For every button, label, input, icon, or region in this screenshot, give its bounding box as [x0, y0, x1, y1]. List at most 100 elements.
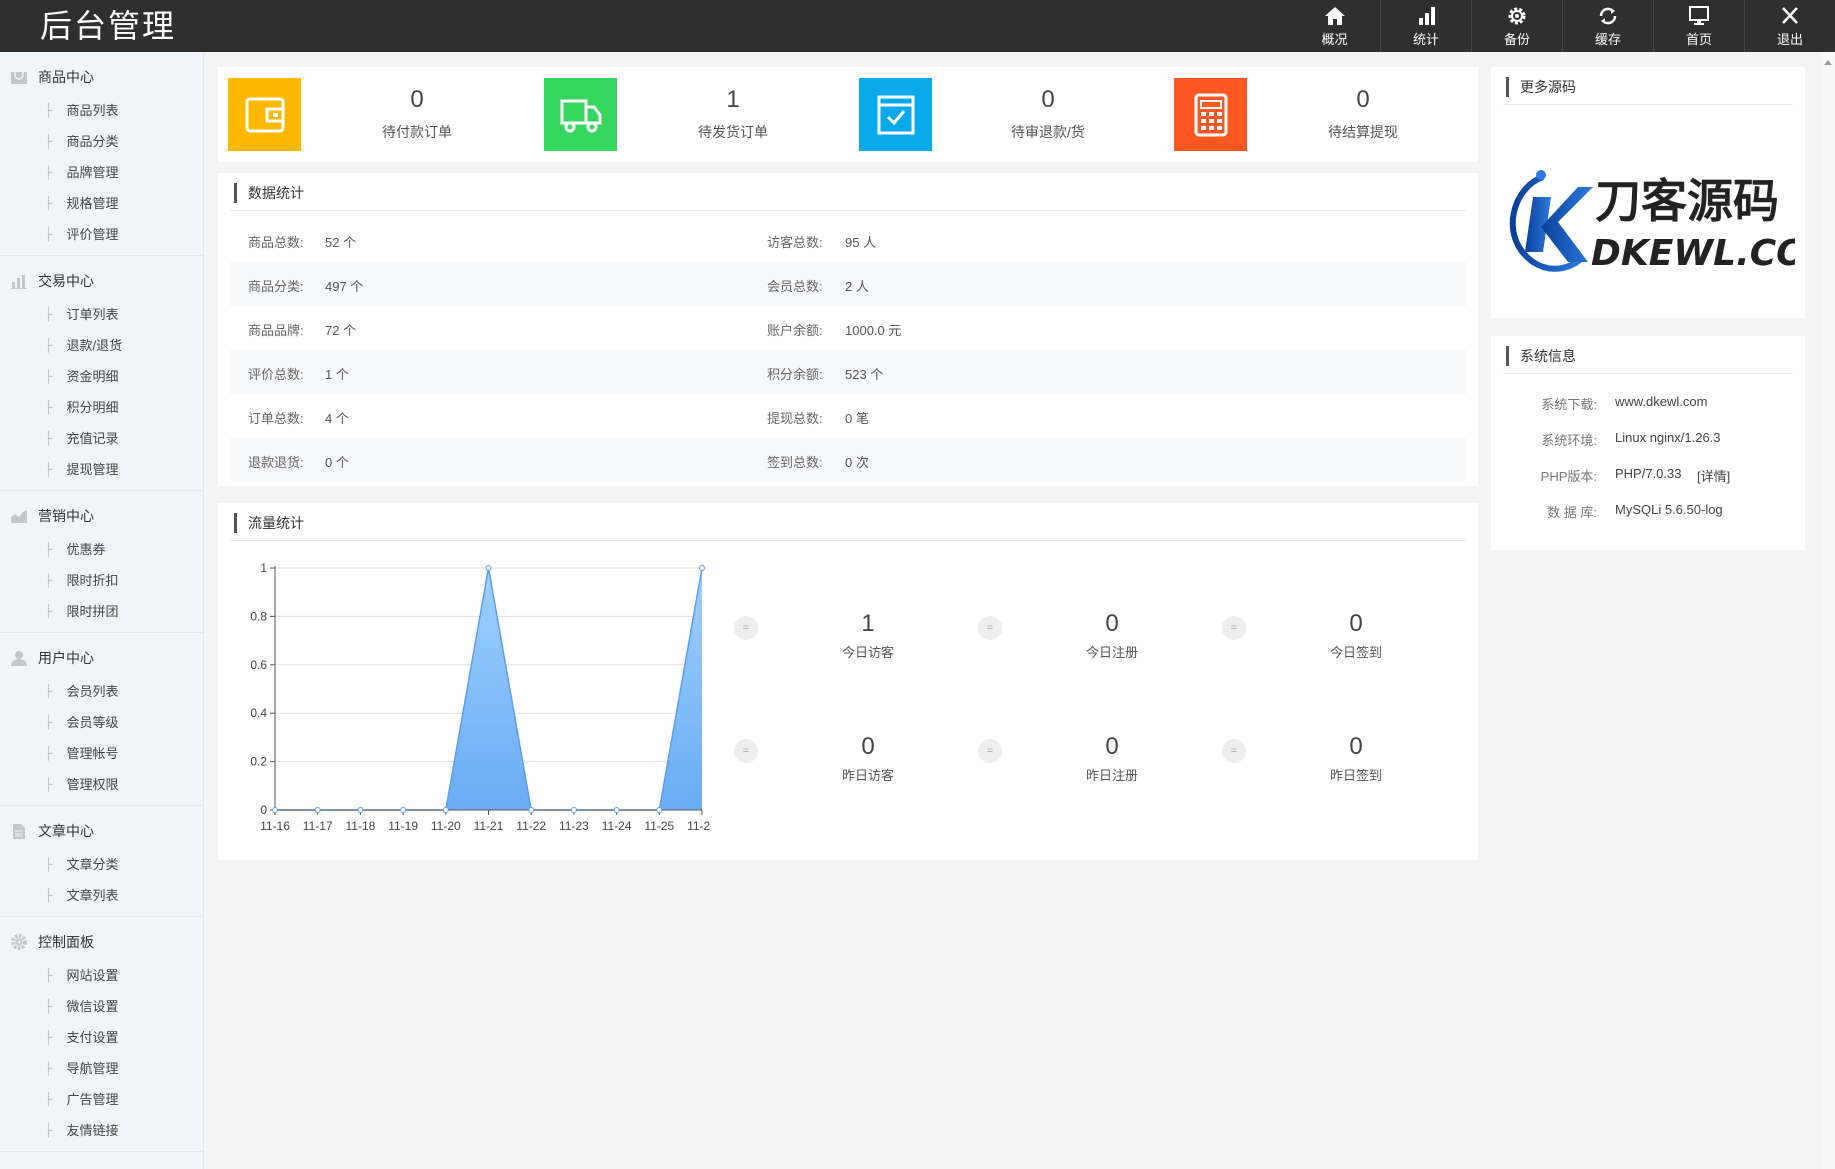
sidebar-group: 用户中心 ├ 会员列表 ├ 会员等级 ├ 管理帐号 ├ 管理权限: [0, 633, 203, 806]
sidebar-item[interactable]: ├ 管理帐号: [0, 737, 203, 768]
tree-branch-icon: ├: [44, 399, 53, 414]
sidebar-item-label: 管理权限: [66, 777, 119, 792]
traffic-stat: 0 昨日访客: [768, 733, 968, 784]
home-icon: [1324, 6, 1345, 25]
data-point[interactable]: [699, 565, 705, 571]
data-point[interactable]: [272, 807, 278, 813]
card-title: 数据统计: [234, 183, 304, 203]
sidebar-item[interactable]: ├ 文章列表: [0, 879, 203, 910]
sidebar-item[interactable]: ├ 导航管理: [0, 1052, 203, 1083]
sidebar-item[interactable]: ├ 支付设置: [0, 1021, 203, 1052]
data-point[interactable]: [528, 807, 535, 813]
sidebar-item[interactable]: ├ 会员等级: [0, 706, 203, 737]
sidebar-item-label: 支付设置: [66, 1030, 119, 1045]
sidebar-group-header[interactable]: 文章中心: [0, 814, 203, 848]
sidebar-item[interactable]: ├ 充值记录: [0, 422, 203, 453]
sidebar-item-label: 提现管理: [66, 462, 119, 477]
dkewl-logo[interactable]: 刀客源码 DKEWL.COM: [1503, 157, 1795, 282]
sidebar-item[interactable]: ├ 评价管理: [0, 218, 203, 249]
stat-value: 0 笔: [845, 411, 869, 426]
nav-backup[interactable]: 备份: [1471, 0, 1562, 52]
sidebar-item[interactable]: ├ 提现管理: [0, 453, 203, 484]
calculator-icon: [1174, 78, 1247, 151]
stat-label: 账户余额:: [767, 323, 823, 338]
stat-label: 评价总数:: [248, 367, 304, 382]
sidebar-item-label: 商品列表: [66, 103, 119, 118]
stats-row: 退款退货: 0 个 签到总数: 0 次: [230, 438, 1466, 482]
data-point[interactable]: [442, 807, 449, 813]
sidebar-item[interactable]: ├ 订单列表: [0, 298, 203, 329]
nav-overview[interactable]: 概况: [1289, 0, 1380, 52]
y-tick-label: 0.6: [250, 658, 267, 672]
sidebar-item[interactable]: ├ 商品分类: [0, 125, 203, 156]
equal-icon: =: [734, 739, 758, 763]
data-point[interactable]: [400, 807, 407, 813]
sidebar-item[interactable]: ├ 限时折扣: [0, 564, 203, 595]
sidebar-group-header[interactable]: 交易中心: [0, 264, 203, 298]
stat-pending-payment[interactable]: 0 待付款订单: [218, 78, 533, 151]
nav-logout[interactable]: 退出: [1744, 0, 1835, 52]
x-tick-label: 11-23: [559, 819, 589, 833]
sidebar-item[interactable]: ├ 管理权限: [0, 768, 203, 799]
sidebar-group: 商品中心 ├ 商品列表 ├ 商品分类 ├ 品牌管理 ├ 规格管理 ├ 评价管理: [0, 52, 203, 256]
sidebar-item[interactable]: ├ 微信设置: [0, 990, 203, 1021]
x-tick-label: 11-22: [516, 819, 546, 833]
data-point[interactable]: [314, 807, 321, 813]
sidebar-group-header[interactable]: 商品中心: [0, 60, 203, 94]
stats-row: 商品分类: 497 个 会员总数: 2 人: [230, 262, 1466, 306]
stat-pending-refund[interactable]: 0 待审退款/货: [849, 78, 1164, 151]
data-point[interactable]: [613, 807, 620, 813]
y-tick-label: 1: [260, 561, 267, 575]
sidebar-group: 控制面板 ├ 网站设置 ├ 微信设置 ├ 支付设置 ├ 导航管理 ├ 广告管理 ├ 友情链接: [0, 917, 203, 1152]
sidebar-group-header[interactable]: 用户中心: [0, 641, 203, 675]
divider: [1503, 104, 1793, 105]
sidebar-item-label: 优惠券: [66, 542, 106, 557]
sidebar-item[interactable]: ├ 规格管理: [0, 187, 203, 218]
stat-label: 待付款订单: [382, 124, 452, 140]
sidebar-item-label: 商品分类: [66, 134, 119, 149]
stat-value: 0: [410, 86, 424, 113]
nav-home[interactable]: 首页: [1653, 0, 1744, 52]
stat-pending-shipment[interactable]: 1 待发货订单: [534, 78, 849, 151]
gear-icon: [1508, 7, 1526, 24]
nav-label: 退出: [1776, 31, 1803, 47]
scroll-up-icon[interactable]: [1824, 60, 1832, 65]
data-point[interactable]: [656, 807, 663, 813]
tree-branch-icon: ├: [44, 1091, 53, 1106]
scrollbar[interactable]: [1821, 52, 1835, 1169]
sidebar-group-label: 用户中心: [38, 650, 94, 666]
sidebar-item[interactable]: ├ 文章分类: [0, 848, 203, 879]
sidebar-item[interactable]: ├ 网站设置: [0, 959, 203, 990]
nav-cache[interactable]: 缓存: [1562, 0, 1653, 52]
sidebar-item[interactable]: ├ 资金明细: [0, 360, 203, 391]
sidebar-group-header[interactable]: 营销中心: [0, 499, 203, 533]
stat-value: 0 个: [325, 455, 349, 470]
download-link[interactable]: www.dkewl.com: [1615, 394, 1708, 409]
sidebar-item-label: 充值记录: [66, 431, 119, 446]
sys-info-label: 系统环境:: [1541, 433, 1597, 448]
data-point[interactable]: [570, 807, 577, 813]
sidebar-item[interactable]: ├ 友情链接: [0, 1114, 203, 1145]
sidebar-group-header[interactable]: 控制面板: [0, 925, 203, 959]
sidebar-item[interactable]: ├ 限时拼团: [0, 595, 203, 626]
sidebar-item[interactable]: ├ 会员列表: [0, 675, 203, 706]
card-title: 流量统计: [234, 513, 304, 533]
gear-icon: [10, 934, 28, 950]
sidebar-item[interactable]: ├ 退款/退货: [0, 329, 203, 360]
sidebar-item[interactable]: ├ 积分明细: [0, 391, 203, 422]
nav-stats[interactable]: 统计: [1380, 0, 1471, 52]
sidebar-item[interactable]: ├ 优惠券: [0, 533, 203, 564]
stat-value: 4 个: [325, 411, 349, 426]
tree-branch-icon: ├: [44, 603, 53, 618]
data-point[interactable]: [357, 807, 364, 813]
stat-pending-withdraw[interactable]: 0 待结算提现: [1164, 78, 1479, 151]
sidebar-group-label: 商品中心: [38, 69, 94, 85]
sidebar-item-label: 导航管理: [66, 1061, 119, 1076]
sidebar-item[interactable]: ├ 广告管理: [0, 1083, 203, 1114]
details-link[interactable]: [详情]: [1697, 469, 1731, 484]
sidebar-item[interactable]: ├ 品牌管理: [0, 156, 203, 187]
tree-branch-icon: ├: [44, 461, 53, 476]
data-point[interactable]: [485, 565, 492, 571]
tree-branch-icon: ├: [44, 306, 53, 321]
sidebar-item[interactable]: ├ 商品列表: [0, 94, 203, 125]
